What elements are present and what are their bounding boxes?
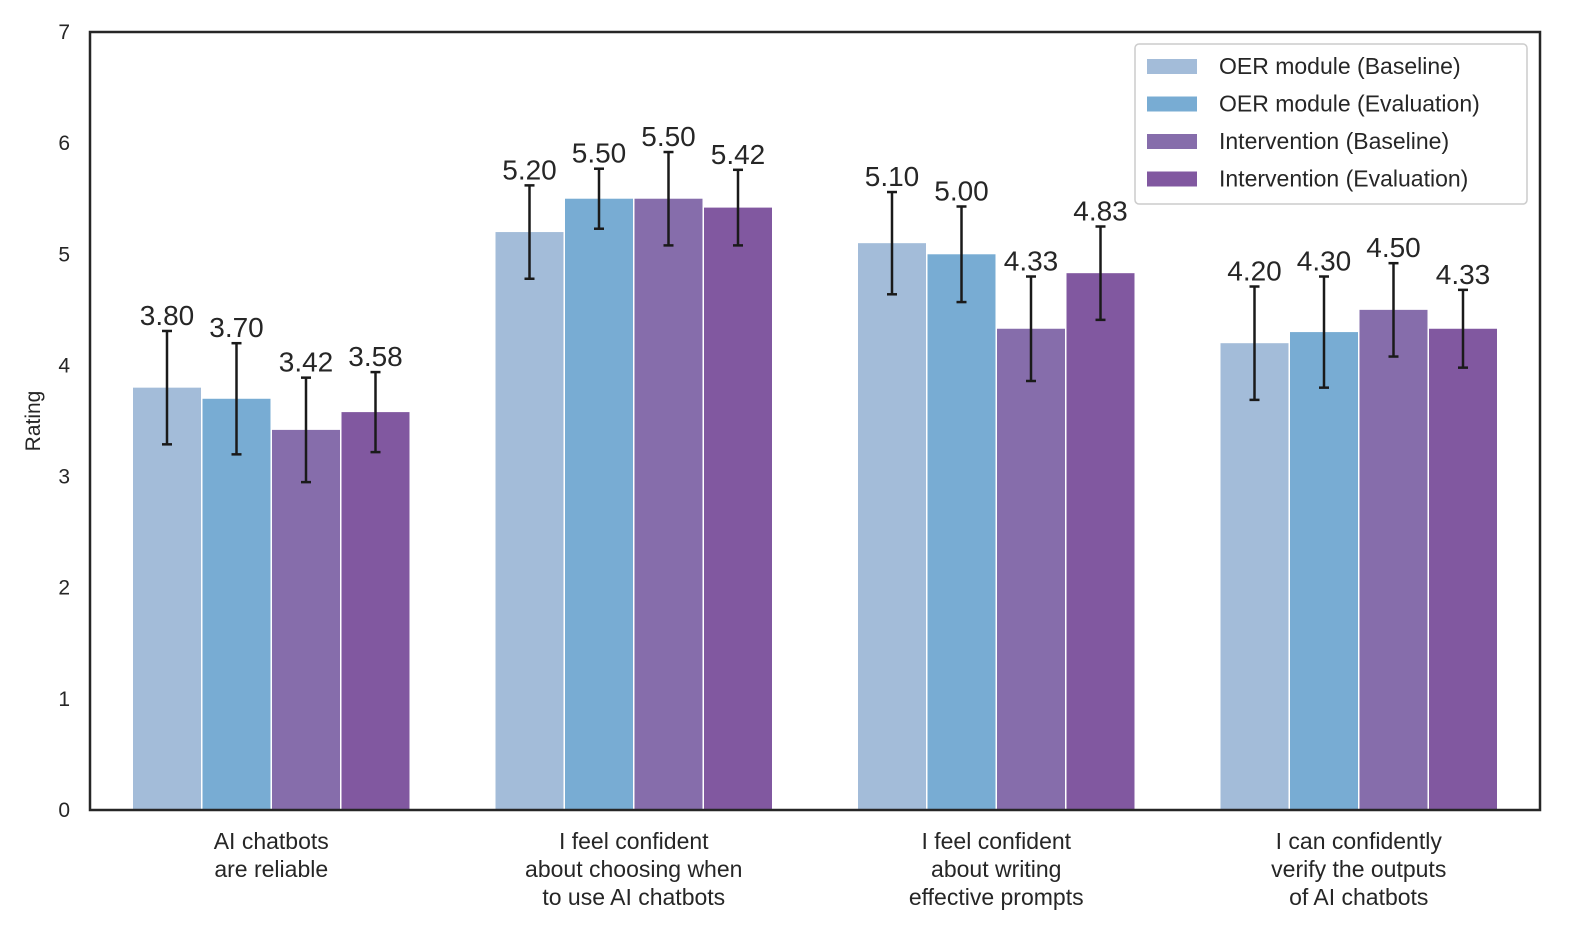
plot-frame bbox=[88, 30, 1542, 812]
error-bar bbox=[162, 329, 172, 446]
error-bar bbox=[663, 150, 674, 247]
y-tick-label: 4 bbox=[58, 354, 70, 377]
bar bbox=[495, 232, 564, 811]
value-label: 4.30 bbox=[1297, 246, 1352, 277]
bar bbox=[1220, 343, 1289, 810]
x-category-label-line: are reliable bbox=[214, 856, 328, 882]
error-bar bbox=[370, 370, 381, 454]
bar bbox=[341, 412, 410, 810]
error-bar bbox=[231, 341, 242, 456]
legend-item: OER module (Baseline) bbox=[1147, 53, 1461, 79]
y-axis-label: Rating bbox=[22, 391, 45, 452]
legend-item: OER module (Evaluation) bbox=[1147, 91, 1480, 117]
legend-label: Intervention (Baseline) bbox=[1219, 128, 1449, 154]
error-bar bbox=[1249, 285, 1260, 402]
x-category-label: I feel confident about choosing when to us… bbox=[525, 828, 742, 910]
value-label: 5.10 bbox=[865, 161, 920, 192]
x-category-label-line: I feel confident bbox=[921, 828, 1071, 854]
value-label: 5.00 bbox=[934, 175, 989, 206]
error-bar bbox=[1388, 261, 1399, 358]
bar bbox=[1359, 309, 1428, 810]
error-bar bbox=[1095, 225, 1106, 322]
y-axis-ticks: 0 1 2 3 4 5 6 7 bbox=[58, 21, 70, 822]
x-category-label-line: I can confidently bbox=[1276, 828, 1443, 854]
value-label: 5.50 bbox=[572, 138, 627, 169]
legend-item: Intervention (Baseline) bbox=[1147, 128, 1449, 154]
error-bar bbox=[887, 190, 897, 296]
y-tick-label: 7 bbox=[58, 21, 70, 44]
value-label: 4.83 bbox=[1073, 196, 1128, 227]
error-bar bbox=[733, 168, 743, 247]
x-category-label-line: AI chatbots bbox=[214, 828, 329, 854]
bar bbox=[1290, 332, 1358, 810]
value-label: 4.33 bbox=[1004, 246, 1059, 277]
legend-item: Intervention (Evaluation) bbox=[1147, 166, 1468, 192]
error-bar bbox=[594, 167, 604, 230]
value-label: 4.20 bbox=[1227, 256, 1282, 287]
value-label: 3.70 bbox=[209, 312, 264, 343]
x-category-label: AI chatbots are reliable bbox=[214, 828, 329, 882]
value-label: 5.50 bbox=[641, 121, 696, 152]
value-label: 5.42 bbox=[711, 139, 766, 170]
error-bar bbox=[301, 376, 311, 484]
value-label: 3.80 bbox=[140, 300, 195, 331]
error-bar bbox=[956, 205, 967, 304]
error-bar bbox=[1026, 275, 1036, 383]
legend-swatch bbox=[1147, 134, 1197, 149]
value-label: 5.20 bbox=[502, 154, 557, 185]
value-label: 4.33 bbox=[1436, 259, 1491, 290]
bar bbox=[272, 429, 340, 810]
x-category-label-line: about choosing when bbox=[525, 856, 742, 882]
legend-swatch bbox=[1147, 171, 1197, 187]
legend-label: OER module (Evaluation) bbox=[1219, 91, 1480, 117]
legend-label: OER module (Baseline) bbox=[1219, 53, 1461, 79]
y-tick-label: 2 bbox=[58, 577, 70, 600]
bar bbox=[565, 198, 633, 810]
x-category-label-line: verify the outputs bbox=[1271, 856, 1446, 882]
error-bars-layer bbox=[162, 150, 1468, 484]
bar bbox=[634, 198, 703, 810]
legend-swatch bbox=[1147, 59, 1197, 74]
y-tick-label: 3 bbox=[58, 466, 70, 489]
bar bbox=[1066, 273, 1135, 810]
x-category-label-line: to use AI chatbots bbox=[542, 884, 725, 910]
legend-label: Intervention (Evaluation) bbox=[1219, 166, 1468, 192]
error-bar bbox=[524, 184, 535, 280]
x-category-label-line: about writing bbox=[931, 856, 1061, 882]
y-tick-label: 5 bbox=[58, 243, 70, 266]
bar bbox=[1429, 328, 1497, 810]
x-category-label: I feel confident about writing effective p… bbox=[909, 828, 1084, 910]
x-category-label: I can confidently verify the outputs of AI… bbox=[1271, 828, 1446, 910]
legend: OER module (Baseline) OER module (Evaluat… bbox=[1134, 43, 1528, 205]
value-label: 3.42 bbox=[279, 347, 334, 378]
x-category-label-line: effective prompts bbox=[909, 884, 1084, 910]
bar bbox=[927, 254, 996, 811]
x-category-label-line: I feel confident bbox=[559, 828, 709, 854]
legend-swatch bbox=[1147, 96, 1197, 112]
error-bar bbox=[1458, 288, 1468, 369]
x-category-label-line: of AI chatbots bbox=[1289, 884, 1428, 910]
y-tick-label: 0 bbox=[58, 799, 70, 822]
bar bbox=[133, 387, 201, 810]
bar bbox=[997, 328, 1065, 810]
value-label: 3.58 bbox=[348, 341, 403, 372]
bar bbox=[704, 207, 772, 810]
y-tick-label: 1 bbox=[58, 688, 70, 711]
value-label: 4.50 bbox=[1366, 232, 1421, 263]
legend-box bbox=[1134, 43, 1528, 205]
error-bar bbox=[1319, 275, 1329, 389]
bar bbox=[202, 398, 271, 810]
bars-layer bbox=[133, 198, 1497, 811]
y-tick-label: 6 bbox=[58, 132, 70, 155]
bar bbox=[858, 243, 926, 810]
value-labels-layer: 3.80 3.70 3.42 3.58 5.20 5.50 5.50 5.42 5.10 5.00… bbox=[140, 121, 1491, 378]
